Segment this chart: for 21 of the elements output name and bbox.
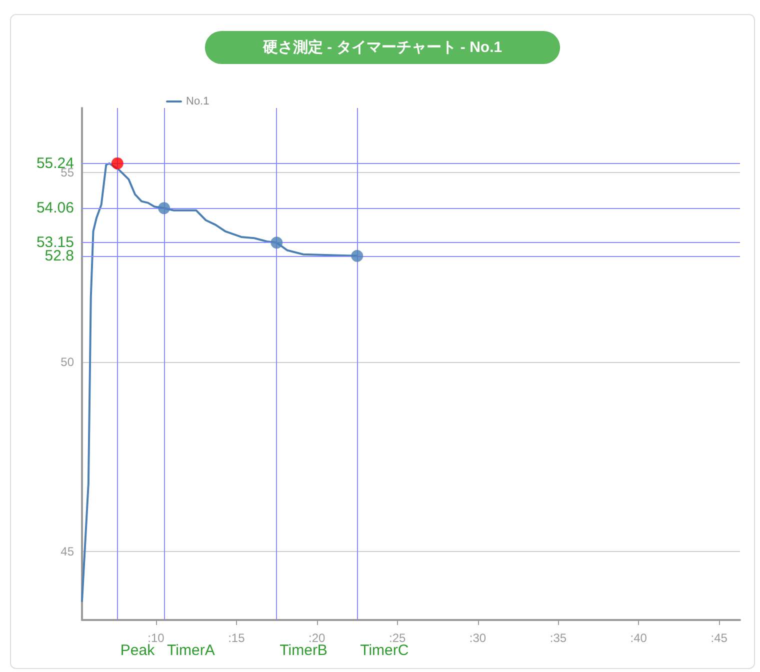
point xyxy=(111,157,124,170)
legend-label: No.1 xyxy=(186,96,210,108)
x-tick-label: :40 xyxy=(630,631,648,645)
ref-line-label: TimerB xyxy=(280,642,328,659)
ref-line-label: 54.06 xyxy=(36,200,74,217)
x-tick-label: :15 xyxy=(228,631,246,645)
x-tick-label: :20 xyxy=(308,631,326,645)
ref-line-label: TimerC xyxy=(360,642,409,659)
chart-title: 硬さ測定 - タイマーチャート - No.1 xyxy=(262,38,502,56)
point xyxy=(270,236,283,249)
point xyxy=(158,202,170,214)
x-tick-label: :35 xyxy=(550,631,567,645)
y-tick-label: 45 xyxy=(60,544,74,559)
point xyxy=(351,250,364,262)
x-tick-label: :45 xyxy=(710,631,728,645)
ref-line-label: TimerA xyxy=(167,642,215,659)
x-tick-label: :30 xyxy=(469,631,486,645)
x-tick-label: :10 xyxy=(148,631,165,645)
x-tick-label: :25 xyxy=(388,631,406,645)
y-tick-label: 50 xyxy=(60,355,74,370)
ref-line-label: Peak xyxy=(120,642,156,659)
